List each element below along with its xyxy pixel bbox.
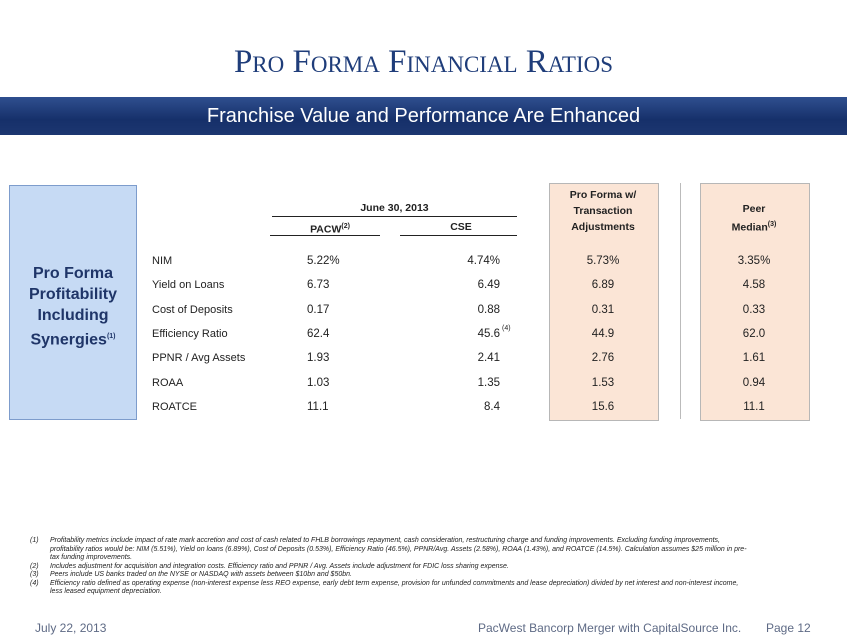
column-header-line: CSE xyxy=(405,219,517,235)
cell: 11.1 xyxy=(743,400,765,413)
row-label: Yield on Loans xyxy=(152,279,225,292)
cell: 3.35% xyxy=(737,255,771,267)
peer-box xyxy=(700,183,810,421)
footnote-number: (1) xyxy=(30,537,39,544)
cell: 44.9 xyxy=(591,327,615,340)
cell: 2.41 xyxy=(477,352,500,365)
column-header-line: Pro Forma w/ xyxy=(549,187,657,203)
column-header: Peer Median(3) xyxy=(700,201,808,236)
column-header-text: CSE xyxy=(450,221,472,233)
cell: 0.94 xyxy=(742,376,766,389)
banner xyxy=(0,97,847,135)
cell: 1.03 xyxy=(307,376,330,389)
side-label-text: Pro Forma Profitability Including Synerg… xyxy=(28,265,117,349)
column-header-line: PACW(2) xyxy=(275,219,385,238)
footnotes: (1) Profitability metrics include impact … xyxy=(30,537,750,597)
cell: 1.93 xyxy=(307,352,330,365)
column-header-line: Peer xyxy=(700,201,808,217)
side-box xyxy=(9,185,137,420)
cell: 45.6 (4) xyxy=(430,325,511,340)
row-label: NIM xyxy=(152,255,173,267)
cell: 1.61 xyxy=(742,352,766,365)
column-header-text: Transaction xyxy=(573,205,633,217)
cell: 15.6 xyxy=(591,400,615,413)
pro-forma-box xyxy=(549,183,659,421)
column-header-line: Transaction xyxy=(549,203,657,219)
cell: 62.0 xyxy=(742,327,766,340)
footnote-text: Profitability metrics include impact of … xyxy=(50,537,747,561)
side-label-note: (1) xyxy=(106,333,116,340)
footer-date: July 22, 2013 xyxy=(35,621,107,635)
row-label: ROATCE xyxy=(152,400,198,413)
footnote-text: Includes adjustment for acquisition and … xyxy=(50,562,509,570)
cell: 0.17 xyxy=(307,303,330,316)
footnote: (2) Includes adjustment for acquisition a… xyxy=(30,563,750,572)
footer-deal: PacWest Bancorp Merger with CapitalSourc… xyxy=(478,621,742,635)
footnote-text: Efficiency ratio defined as operating ex… xyxy=(50,579,739,596)
row-label: ROAA xyxy=(152,376,184,389)
divider xyxy=(680,183,681,419)
column-header-line: Median(3) xyxy=(700,217,808,236)
column-header-text: Pro Forma w/ xyxy=(569,189,637,201)
cell: 0.88 xyxy=(477,303,500,316)
side-label: Pro Forma Profitability Including Synerg… xyxy=(12,263,134,350)
column-header-text: PACW xyxy=(310,223,342,236)
rule xyxy=(272,216,517,217)
column-header: Pro Forma w/Transaction Adjustments xyxy=(549,187,657,235)
rule xyxy=(400,235,517,236)
cell-value: 45.6 xyxy=(477,327,500,340)
column-header-note: (2) xyxy=(341,223,350,230)
rule xyxy=(270,235,380,236)
title: Pro Forma Financial Ratios xyxy=(233,44,614,80)
footnote-text: Peers include US banks traded on the NYS… xyxy=(50,571,352,578)
cell: 1.35 xyxy=(477,376,500,389)
footnote-number: (3) xyxy=(30,571,39,578)
cell: 5.73% xyxy=(586,255,620,267)
cell: 8.4 xyxy=(484,400,500,413)
cell: 6.73 xyxy=(307,279,330,292)
cell: 6.49 xyxy=(477,279,500,292)
cell: 11.1 xyxy=(307,400,329,413)
column-header-note: (3) xyxy=(767,221,777,228)
footnote: (3) Peers include US banks traded on the … xyxy=(30,571,750,580)
cell: 5.22% xyxy=(307,255,340,267)
cell: 4.58 xyxy=(742,279,766,292)
row-label: Efficiency Ratio xyxy=(152,327,228,340)
column-header: PACW(2) xyxy=(275,219,385,238)
column-header-text: Peer xyxy=(742,203,766,215)
footnote-number: (2) xyxy=(30,562,39,570)
cell: 62.4 xyxy=(307,327,330,340)
footnote: (1) Profitability metrics include impact … xyxy=(30,537,750,563)
cell: 1.53 xyxy=(591,376,615,389)
cell: 4.74% xyxy=(467,255,500,267)
cell: 0.31 xyxy=(591,303,615,316)
column-header-line: Adjustments xyxy=(549,219,657,235)
cell: 2.76 xyxy=(591,352,615,365)
column-header-text: Adjustments xyxy=(571,221,635,233)
cell-note: (4) xyxy=(502,324,511,332)
subtitle: Franchise Value and Performance Are Enha… xyxy=(206,105,641,127)
footnote-number: (4) xyxy=(30,579,39,587)
cell: 6.89 xyxy=(591,279,615,292)
column-header: CSE xyxy=(405,219,517,235)
footnote: (4) Efficiency ratio defined as operating… xyxy=(30,580,750,597)
footer-page: Page 12 xyxy=(766,621,811,635)
group-header: June 30, 2013 xyxy=(360,202,429,214)
cell: 0.33 xyxy=(742,303,766,316)
row-label: PPNR / Avg Assets xyxy=(152,352,246,365)
column-header-text: Median xyxy=(731,221,768,234)
row-label: Cost of Deposits xyxy=(152,303,233,316)
